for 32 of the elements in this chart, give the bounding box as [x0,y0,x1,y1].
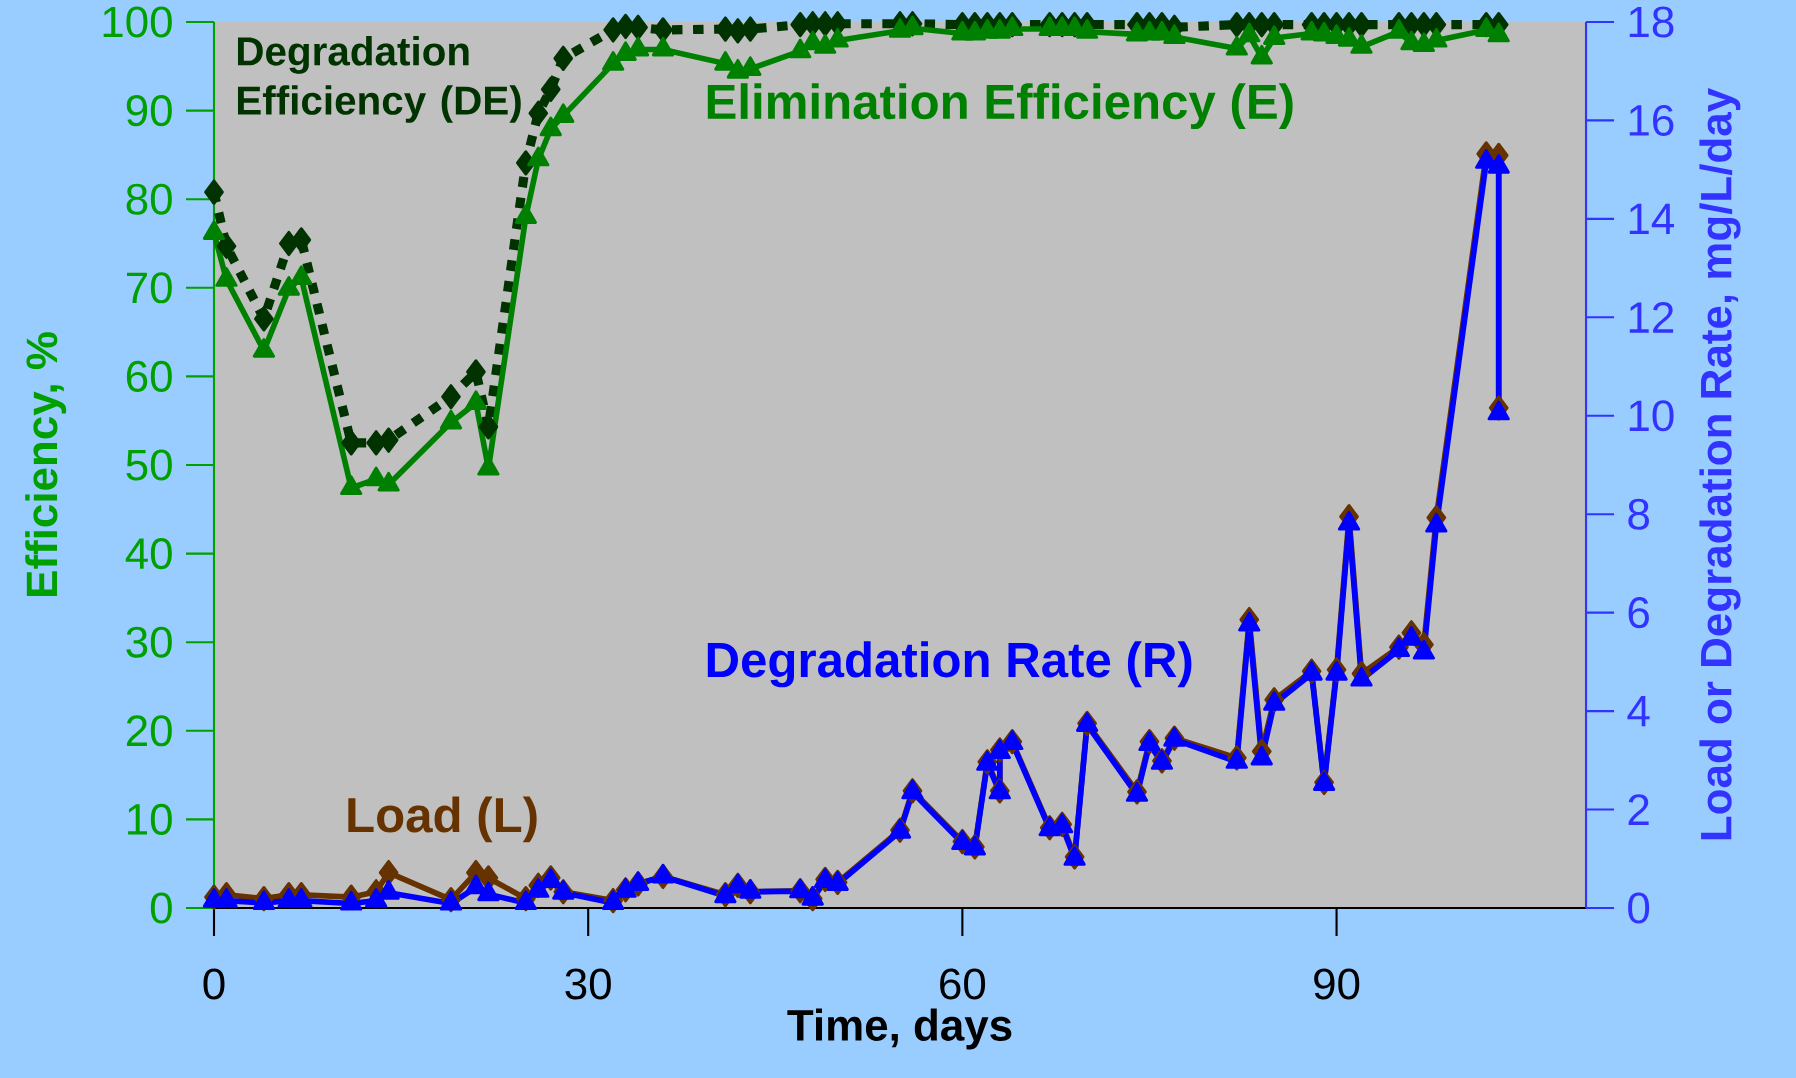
x-axis-title: Time, days [787,1008,1012,1050]
y-tick-label: 40 [125,538,172,570]
y-tick-label: 30 [126,626,172,658]
series-label: Load (L) [348,796,537,843]
y2-tick-label: 2 [1628,794,1649,825]
y2-tick-label: 8 [1628,498,1649,530]
y-tick-label: 60 [126,360,172,392]
y-axis-title: Efficiency, % [25,332,67,596]
y2-tick-label: 14 [1629,203,1675,234]
y2-tick-label: 0 [1628,892,1650,924]
x-tick-label: 0 [203,968,225,1000]
y2-tick-label: 12 [1629,302,1674,333]
y2-tick-label: 18 [1629,6,1674,38]
series-label: Degradation Rate (R) [707,641,1192,688]
y2-axis-title: Load or Degradation Rate, mg/L/day [1699,88,1741,840]
y-tick-label: 70 [126,272,172,304]
y-tick-label: 80 [126,183,172,215]
y2-tick-label: 4 [1627,696,1650,727]
y-tick-label: 0 [150,892,172,924]
y-tick-label: 20 [126,715,172,747]
y-tick-label: 90 [126,95,172,127]
y-tick-label: 50 [126,449,172,481]
x-tick-label: 60 [940,968,986,1000]
y2-tick-label: 6 [1628,597,1649,629]
y2-tick-label: 16 [1629,104,1674,136]
y-tick-label: 10 [128,803,172,835]
series-label: Degradation Efficiency (DE) [237,35,521,123]
y2-tick-label: 10 [1629,400,1674,432]
y-tick-label: 100 [103,6,172,38]
x-tick-label: 90 [1314,968,1360,1000]
x-tick-label: 30 [565,968,611,1000]
series-label: Elimination Efficiency (E) [707,83,1293,130]
